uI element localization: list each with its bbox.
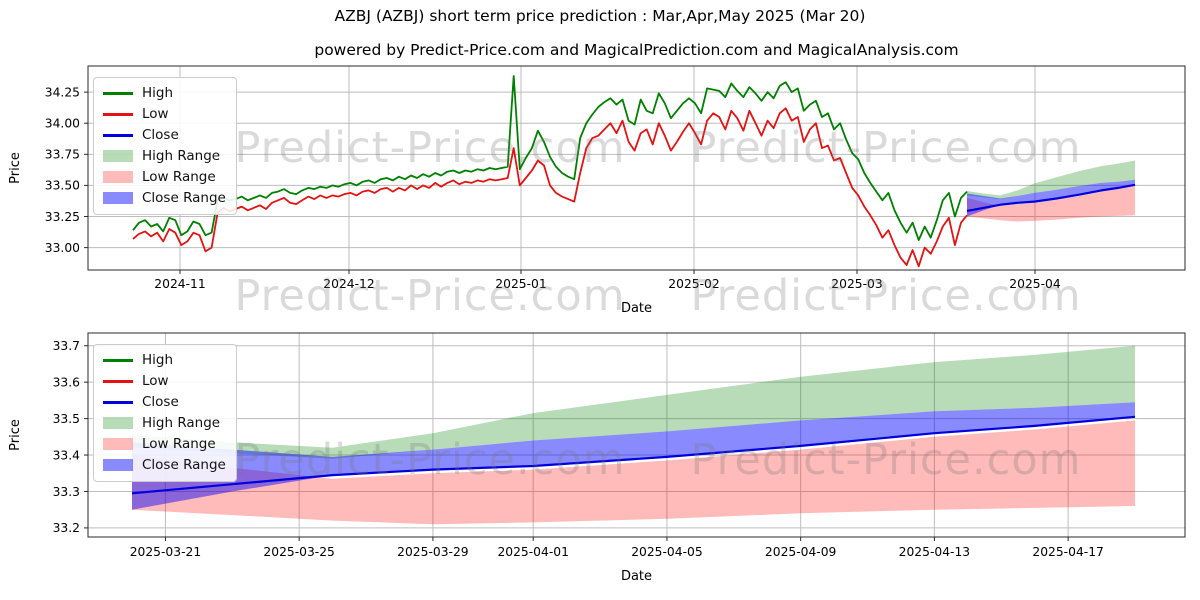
legend-item: Close — [103, 127, 226, 144]
x-tick-label: 2024-12 — [323, 277, 374, 291]
legend-item: Close — [103, 394, 226, 411]
legend-label: Low — [142, 373, 169, 390]
x-tick-label: 2025-04-13 — [899, 545, 970, 559]
series-line — [132, 75, 968, 242]
x-axis-label: Date — [621, 301, 652, 316]
legend-patch-swatch — [103, 171, 133, 184]
legend-item: Low — [103, 373, 226, 390]
x-tick-label: 2025-04-05 — [631, 545, 702, 559]
legend-item: Low Range — [103, 169, 226, 186]
legend-patch-swatch — [103, 417, 133, 430]
legend-label: Close Range — [142, 457, 226, 474]
legend-bottom-chart: High Low Close High Range Low Range Close Ran… — [93, 344, 237, 482]
legend-label: High — [142, 85, 174, 102]
legend-item: Close Range — [103, 190, 226, 207]
y-tick-label: 34.25 — [45, 85, 80, 99]
x-tick-label: 2025-04-17 — [1032, 545, 1103, 559]
x-tick-label: 2025-03-21 — [130, 545, 201, 559]
range-band — [132, 345, 1135, 459]
legend-label: Close Range — [142, 190, 226, 207]
legend-item: High — [103, 352, 226, 369]
y-tick-label: 34.00 — [45, 117, 80, 131]
x-tick-label: 2025-03-29 — [397, 545, 468, 559]
legend-item: Low — [103, 106, 226, 123]
x-tick-label: 2025-04-09 — [765, 545, 836, 559]
legend-top-chart: High Low Close High Range Low Range Close Ran… — [93, 77, 237, 215]
y-tick-label: 33.4 — [53, 448, 81, 462]
x-tick-label: 2025-04-01 — [497, 545, 568, 559]
legend-line-swatch — [103, 358, 133, 362]
legend-line-swatch — [103, 379, 133, 383]
legend-label: Close — [142, 127, 179, 144]
legend-label: High Range — [142, 415, 221, 432]
legend-item: Low Range — [103, 436, 226, 453]
y-tick-label: 33.75 — [45, 148, 80, 162]
x-tick-label: 2025-04 — [1009, 277, 1061, 291]
x-axis-label: Date — [621, 569, 652, 584]
series-line — [132, 107, 968, 268]
legend-patch-swatch — [103, 192, 133, 205]
legend-label: Low — [142, 106, 169, 123]
forecast-detail: 33.2 33.3 33.4 33.5 33.6 33.7 2025-03-21 2025-0… — [8, 332, 1186, 584]
series-line — [966, 183, 1136, 212]
legend-line-swatch — [103, 133, 133, 137]
x-tick-label: 2025-01 — [495, 277, 546, 291]
x-tick-label: 2025-03 — [831, 277, 882, 291]
x-tick-label: 2025-02 — [668, 277, 719, 291]
legend-patch-swatch — [103, 438, 133, 451]
y-tick-label: 33.25 — [45, 210, 80, 224]
legend-label: Low Range — [142, 169, 216, 186]
range-band — [967, 179, 1135, 217]
legend-label: High Range — [142, 148, 221, 165]
legend-item: High Range — [103, 415, 226, 432]
range-band — [967, 186, 1135, 222]
axes-frame — [87, 332, 1186, 538]
legend-patch-swatch — [103, 459, 133, 472]
range-band — [132, 402, 1135, 510]
plot-data — [131, 345, 1136, 525]
plot-data — [132, 75, 1136, 268]
y-axis-label: Price — [8, 152, 23, 184]
legend-item: High Range — [103, 148, 226, 165]
range-band — [132, 420, 1135, 525]
legend-label: Close — [142, 394, 179, 411]
x-tick-label: 2025-03-25 — [263, 545, 334, 559]
legend-item: Close Range — [103, 457, 226, 474]
axes-frame — [87, 65, 1186, 271]
x-tick-label: 2024-11 — [154, 277, 205, 291]
price-history-with-forecast: 33.00 33.25 33.50 33.75 34.00 34.25 2024-11 202… — [8, 65, 1186, 316]
y-tick-label: 33.7 — [53, 339, 80, 353]
y-tick-label: 33.5 — [53, 412, 80, 426]
y-tick-label: 33.00 — [45, 241, 80, 255]
chart-subtitle: powered by Predict-Price.com and Magical… — [314, 41, 959, 59]
legend-line-swatch — [103, 112, 133, 116]
series-line — [131, 415, 1136, 495]
y-tick-label: 33.2 — [53, 521, 80, 535]
legend-item: High — [103, 85, 226, 102]
range-band — [967, 160, 1135, 200]
legend-line-swatch — [103, 91, 133, 95]
y-axis-label: Price — [8, 419, 23, 451]
page-title: AZBJ (AZBJ) short term price prediction … — [334, 7, 866, 25]
legend-label: High — [142, 352, 174, 369]
legend-patch-swatch — [103, 150, 133, 163]
y-tick-label: 33.3 — [53, 485, 80, 499]
legend-line-swatch — [103, 400, 133, 404]
legend-label: Low Range — [142, 436, 216, 453]
y-tick-label: 33.6 — [53, 375, 81, 389]
y-tick-label: 33.50 — [45, 179, 80, 193]
